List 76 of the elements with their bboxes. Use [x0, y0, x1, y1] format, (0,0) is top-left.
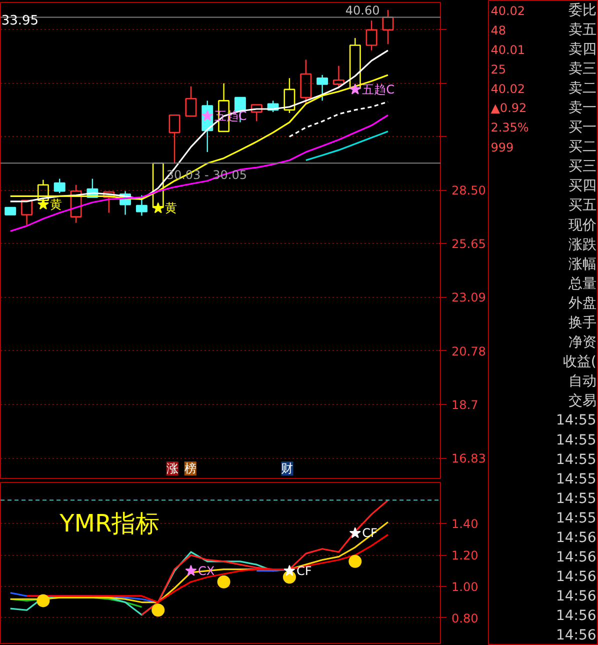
category-label: 14:56 [556, 550, 596, 566]
category-label: 卖四 [568, 41, 596, 58]
category-label: 委比 [568, 2, 596, 18]
y-tick-label: 1.20 [452, 548, 478, 563]
category-label: 14:55 [556, 510, 596, 526]
category-label: 14:55 [556, 452, 596, 468]
point [284, 564, 296, 576]
category-label: 涨跌 [568, 236, 596, 253]
category-label: 14:55 [556, 490, 596, 507]
y-tick-label: 20.78 [452, 344, 486, 358]
y-tick-label: 25.65 [452, 237, 486, 252]
text: 999 [490, 140, 514, 155]
category-label: 卖五 [568, 22, 596, 38]
text: 40.02 [490, 82, 526, 96]
category-label: 总量 [567, 276, 596, 292]
line-series [305, 130, 389, 162]
point [185, 564, 197, 576]
category-label: 买一 [568, 120, 596, 136]
annotation: YMR指标 [58, 510, 160, 538]
point [37, 198, 49, 210]
point [36, 594, 50, 608]
series-label: 五趋C [362, 82, 395, 96]
category-label: 自动 [568, 374, 596, 390]
y-tick-label: 16.83 [452, 452, 486, 466]
y-tick-label: 28.50 [452, 184, 486, 198]
annotation: 33.95 [1, 14, 39, 28]
point [349, 83, 361, 94]
candlestick [316, 74, 328, 102]
category-label: 现价 [568, 217, 596, 234]
category-label: 买五 [568, 198, 596, 214]
category-label: 14:56 [556, 608, 596, 624]
text: 40.02 [490, 4, 526, 18]
category-label: 卖一 [568, 100, 596, 116]
annotation: 榜 [184, 462, 196, 476]
category-label: 14:56 [556, 530, 596, 546]
category-label: 卖二 [568, 80, 596, 96]
y-tick-label: 1.00 [452, 580, 478, 594]
y-tick-label: 23.09 [452, 290, 486, 305]
text: 48 [490, 23, 506, 38]
category-label: 14:55 [556, 432, 596, 448]
text: 40.01 [490, 42, 526, 57]
category-label: 14:56 [556, 628, 596, 644]
point [217, 575, 230, 588]
category-label: 14:55 [556, 412, 596, 429]
y-tick-label: 0.80 [452, 611, 478, 626]
point [202, 110, 214, 122]
series-label: 黄 [165, 201, 178, 216]
point [152, 202, 164, 214]
category-label: 买四 [568, 178, 596, 194]
line-series [288, 100, 389, 138]
category-label: 净资 [568, 334, 596, 351]
text: ▲0.92 [490, 101, 527, 115]
text: 2.35% [490, 120, 529, 135]
text: CF [296, 564, 312, 578]
category-label: 收益( [562, 354, 596, 370]
category-label: 外盘 [568, 295, 596, 312]
category-label: 14:56 [556, 569, 596, 586]
category-label: 交易 [568, 393, 596, 410]
point [152, 604, 165, 617]
point [348, 554, 362, 568]
candlestick [136, 194, 148, 216]
category-label: 买三 [568, 158, 596, 175]
annotation: 涨 [166, 462, 178, 476]
text: 25 [490, 62, 506, 76]
annotation: 财 [281, 462, 294, 476]
annotation: 40.60 [345, 3, 380, 18]
category-label: 卖三 [568, 60, 596, 77]
category-label: 买二 [568, 139, 596, 156]
y-tick-label: 18.7 [452, 398, 478, 412]
category-label: 涨幅 [568, 256, 596, 272]
text: 黄 [50, 198, 62, 212]
y-tick-label: 1.40 [452, 517, 478, 532]
category-label: 14:56 [556, 588, 596, 605]
category-label: 14:55 [556, 471, 596, 488]
category-label: 换手 [568, 315, 596, 331]
point [349, 527, 361, 538]
